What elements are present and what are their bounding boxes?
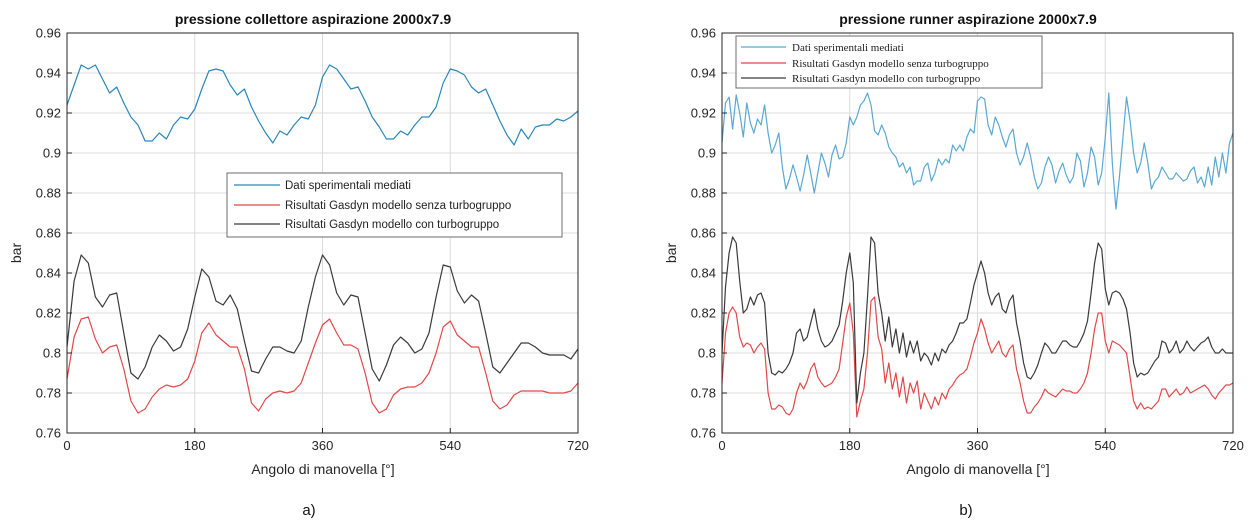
chart-a-ylabel: bar (8, 243, 24, 264)
chart-b-ytick-label-6: 0.88 (691, 186, 716, 201)
chart-b-ytick-label-7: 0.9 (698, 146, 716, 161)
chart-a-sublabel: a) (302, 502, 315, 519)
chart-b-series-line-2 (721, 236, 1233, 404)
chart-a-xtick-label-2: 360 (312, 438, 334, 453)
chart-a-legend-entry-1: Risultati Gasdyn modello senza turbogrup… (285, 200, 511, 212)
chart-b-xtick-label-1: 180 (839, 438, 861, 453)
chart-b-legend-entry-0: Dati sperimentali mediati (792, 42, 904, 54)
chart-a-ytick-label-1: 0.78 (36, 386, 61, 401)
chart-b-xtick-label-0: 0 (718, 438, 725, 453)
chart-a-ytick-label-2: 0.8 (43, 346, 61, 361)
chart-b-series-line-1 (721, 296, 1234, 418)
chart-a-ytick-label-9: 0.94 (36, 66, 61, 81)
chart-b: pressione runner aspirazione 2000x7.9 0 1… (663, 11, 1244, 519)
chart-b-xtick-label-3: 540 (1094, 438, 1116, 453)
chart-b-ytick-label-0: 0.76 (691, 426, 716, 441)
chart-a-ytick-label-10: 0.96 (36, 26, 61, 41)
chart-a-ytick-label-3: 0.82 (36, 306, 61, 321)
chart-b-ylabel: bar (663, 243, 679, 264)
chart-a-ytick-label-8: 0.92 (36, 106, 61, 121)
chart-a-title: pressione collettore aspirazione 2000x7.… (175, 11, 451, 27)
chart-a-ytick-label-4: 0.84 (36, 266, 61, 281)
chart-b-ytick-label-10: 0.96 (691, 26, 716, 41)
chart-b-ytick-label-4: 0.84 (691, 266, 716, 281)
chart-a-legend-entry-0: Dati sperimentali mediati (285, 180, 411, 192)
chart-b-ytick-label-8: 0.92 (691, 106, 716, 121)
chart-a-xlabel: Angolo di manovella [°] (251, 461, 394, 477)
chart-a-legend: Dati sperimentali mediati Risultati Gasd… (226, 172, 563, 238)
chart-a-series-line-0 (66, 64, 579, 146)
chart-b-ytick-label-9: 0.94 (691, 66, 716, 81)
chart-a-series-line-2 (66, 254, 579, 382)
chart-b-title: pressione runner aspirazione 2000x7.9 (839, 11, 1097, 27)
chart-a-xtick-label-3: 540 (439, 438, 461, 453)
chart-b-xlabel: Angolo di manovella [°] (906, 461, 1049, 477)
chart-b-ytick-label-2: 0.8 (698, 346, 716, 361)
chart-b-series-line-0 (721, 92, 1234, 210)
chart-a-legend-entry-2: Risultati Gasdyn modello con turbogruppo (285, 219, 499, 231)
chart-a: pressione collettore aspirazione 2000x7.… (8, 11, 589, 519)
chart-b-legend-entry-1: Risultati Gasdyn modello senza turbogrup… (792, 58, 989, 70)
chart-a-ytick-label-7: 0.9 (43, 146, 61, 161)
chart-a-ytick-label-5: 0.86 (36, 226, 61, 241)
chart-b-ytick-label-5: 0.86 (691, 226, 716, 241)
chart-b-legend-box (735, 35, 1043, 89)
chart-b-ytick-label-3: 0.82 (691, 306, 716, 321)
chart-b-legend: Dati sperimentali mediati Risultati Gasd… (735, 35, 1043, 89)
chart-a-ytick-label-6: 0.88 (36, 186, 61, 201)
chart-b-ytick-label-1: 0.78 (691, 386, 716, 401)
chart-b-sublabel: b) (959, 502, 972, 519)
chart-b-legend-entry-2: Risultati Gasdyn modello con turbogruppo (792, 73, 981, 85)
chart-b-xtick-label-2: 360 (967, 438, 989, 453)
chart-a-xtick-label-0: 0 (63, 438, 70, 453)
chart-a-legend-box (226, 172, 563, 238)
chart-a-series-line-1 (66, 316, 579, 414)
chart-a-xtick-label-4: 720 (567, 438, 589, 453)
chart-a-ytick-label-0: 0.76 (36, 426, 61, 441)
chart-b-xtick-label-4: 720 (1222, 438, 1244, 453)
chart-a-xtick-label-1: 180 (184, 438, 206, 453)
